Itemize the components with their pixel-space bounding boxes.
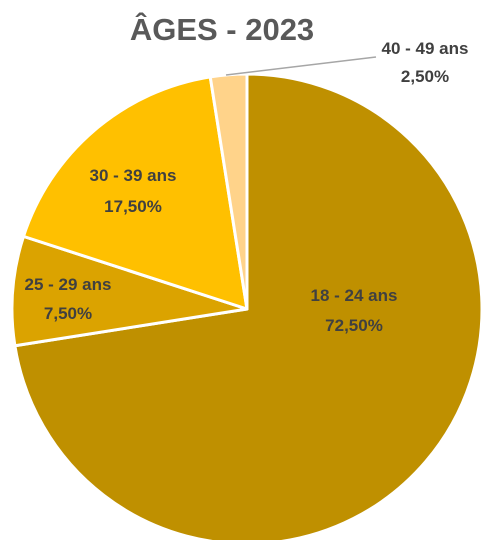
pie-slices bbox=[10, 72, 484, 540]
pie-slice-2 bbox=[22, 75, 249, 311]
slice-label-3: 40 - 49 ans bbox=[382, 39, 469, 58]
slice-label-0: 18 - 24 ans bbox=[311, 286, 398, 305]
slice-value-label-2: 17,50% bbox=[104, 197, 162, 216]
chart-title: ÂGES - 2023 bbox=[130, 11, 314, 47]
slice-value-label-3: 2,50% bbox=[401, 67, 449, 86]
leader-line-3 bbox=[225, 56, 377, 76]
slice-label-1: 25 - 29 ans bbox=[25, 275, 112, 294]
leader-lines bbox=[225, 56, 377, 76]
slice-labels: 18 - 24 ans 72,50% 25 - 29 ans 7,50% 30 - 39… bbox=[25, 39, 469, 335]
slice-value-label-1: 7,50% bbox=[44, 304, 92, 323]
slice-value-label-0: 72,50% bbox=[325, 316, 383, 335]
slice-label-2: 30 - 39 ans bbox=[90, 166, 177, 185]
pie-slice-1 bbox=[10, 234, 249, 348]
